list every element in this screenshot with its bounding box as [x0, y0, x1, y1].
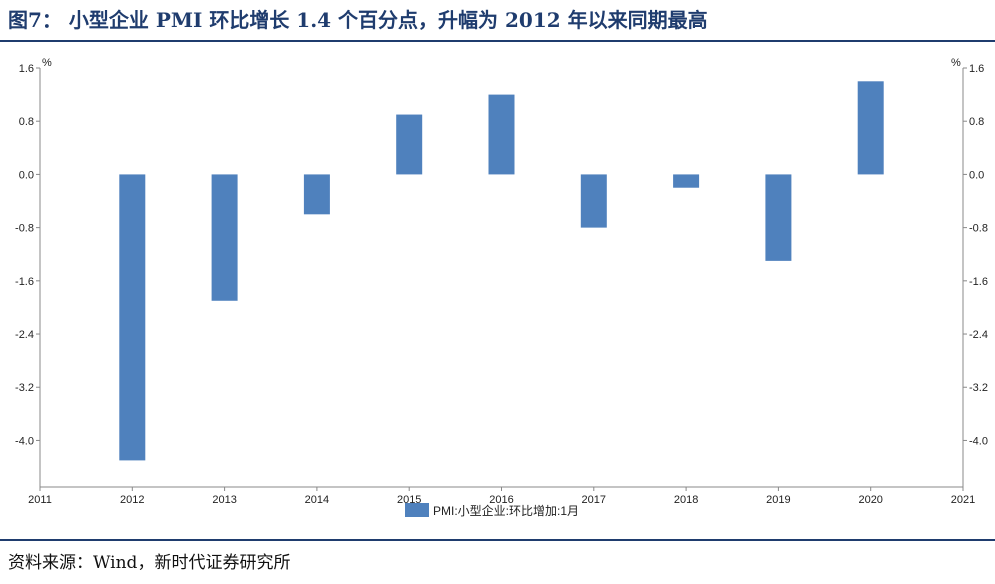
bar-2014: [303, 174, 330, 215]
footer-rule: [0, 539, 995, 541]
x-tick-label: 2011: [28, 494, 52, 506]
source-note: 资料来源：Wind，新时代证券研究所: [8, 553, 291, 573]
legend-swatch: [405, 503, 429, 517]
y-tick-label-right: -1.6: [969, 276, 988, 288]
x-tick-label: 2020: [858, 494, 882, 506]
y-tick-label-right: 0.0: [969, 169, 984, 181]
y-tick-label-left: -2.4: [15, 329, 34, 341]
chart-bars: [119, 81, 884, 461]
y-tick-label-right: -3.2: [969, 382, 988, 394]
legend-label: PMI:小型企业:环比增加:1月: [433, 503, 579, 518]
y-tick-label-right: 0.8: [969, 116, 984, 128]
y-unit-label-right: %: [951, 57, 961, 69]
y-tick-label-left: 1.6: [19, 63, 34, 75]
x-tick-label: 2014: [305, 494, 329, 506]
y-tick-label-left: 0.8: [19, 116, 34, 128]
bar-2016: [488, 94, 515, 175]
y-tick-label-right: -0.8: [969, 223, 988, 235]
bar-2017: [580, 174, 607, 228]
chart-legend: PMI:小型企业:环比增加:1月: [405, 503, 579, 518]
bar-2012: [119, 174, 146, 461]
y-tick-label-left: -4.0: [15, 435, 34, 447]
chart-title: 图7： 小型企业 PMI 环比增长 1.4 个百分点，升幅为 2012 年以来同…: [8, 8, 708, 32]
bar-2018: [673, 174, 700, 188]
y-tick-label-right: -2.4: [969, 329, 988, 341]
y-unit-label-left: %: [42, 57, 52, 69]
x-tick-label: 2018: [674, 494, 698, 506]
y-tick-label-right: 1.6: [969, 63, 984, 75]
x-tick-label: 2017: [582, 494, 606, 506]
x-tick-label: 2013: [212, 494, 236, 506]
y-tick-label-right: -4.0: [969, 435, 988, 447]
bar-2013: [211, 174, 238, 301]
y-tick-label-left: -3.2: [15, 382, 34, 394]
chart-axes: % % 1.6 1.6 0.8 0.8 0.0 0.0 -0.8 -0.8 -1.6 -1.6 -2.4…: [15, 57, 988, 506]
x-tick-label: 2019: [766, 494, 790, 506]
x-tick-label: 2012: [120, 494, 144, 506]
bar-2015: [396, 114, 423, 175]
y-tick-label-left: -1.6: [15, 276, 34, 288]
y-tick-label-left: 0.0: [19, 169, 34, 181]
x-tick-label: 2021: [951, 494, 975, 506]
y-tick-label-left: -0.8: [15, 223, 34, 235]
title-rule: [0, 40, 995, 42]
bar-2020: [857, 81, 884, 175]
bar-chart: % % 1.6 1.6 0.8 0.8 0.0 0.0 -0.8 -0.8 -1.6 -1.6 -2.4…: [15, 57, 988, 518]
bar-2019: [765, 174, 792, 261]
x-tick-label: 2016: [489, 494, 513, 506]
